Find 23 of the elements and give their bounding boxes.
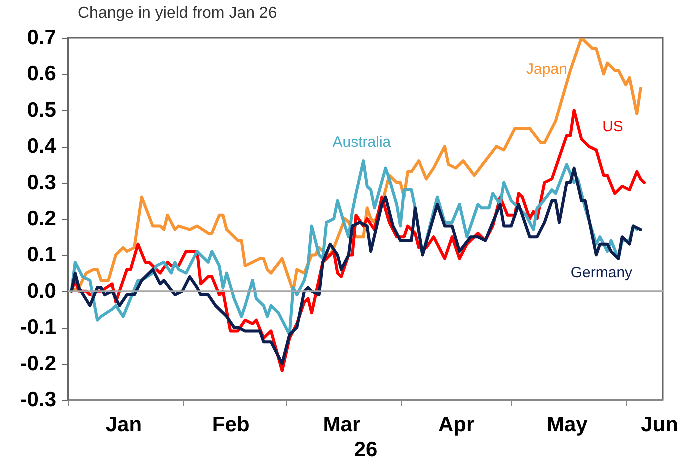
y-tick-label: -0.2	[20, 352, 56, 376]
y-tick-label: -0.1	[20, 316, 57, 340]
y-tick-label: -0.3	[20, 388, 56, 412]
y-tick-label: 0.4	[27, 135, 57, 158]
y-tick-label: 0.2	[27, 208, 56, 230]
x-tick-label: Jan	[106, 414, 142, 436]
y-tick-label: 0.6	[27, 62, 56, 86]
y-tick-label: 0.7	[27, 26, 56, 50]
x-tick-label: May	[546, 414, 588, 436]
y-tick-label: 0.3	[27, 171, 56, 194]
x-tick-label: Feb	[212, 414, 250, 436]
x-tick-label: Apr	[438, 414, 475, 436]
chart-title: Change in yield from Jan 26	[78, 5, 278, 22]
y-tick-label: 0.1	[27, 244, 57, 267]
x-tick-label: Mar	[323, 414, 361, 436]
x-tick-label: Jun	[641, 414, 678, 436]
y-tick-label: 0.5	[27, 98, 57, 122]
series-label: Australia	[332, 134, 392, 151]
series-label: US	[602, 118, 624, 136]
y-tick-label: 0.0	[27, 280, 56, 303]
series-label: Germany	[570, 264, 634, 282]
series-label: Japan	[526, 60, 568, 78]
x-axis-title: 26	[354, 438, 378, 462]
